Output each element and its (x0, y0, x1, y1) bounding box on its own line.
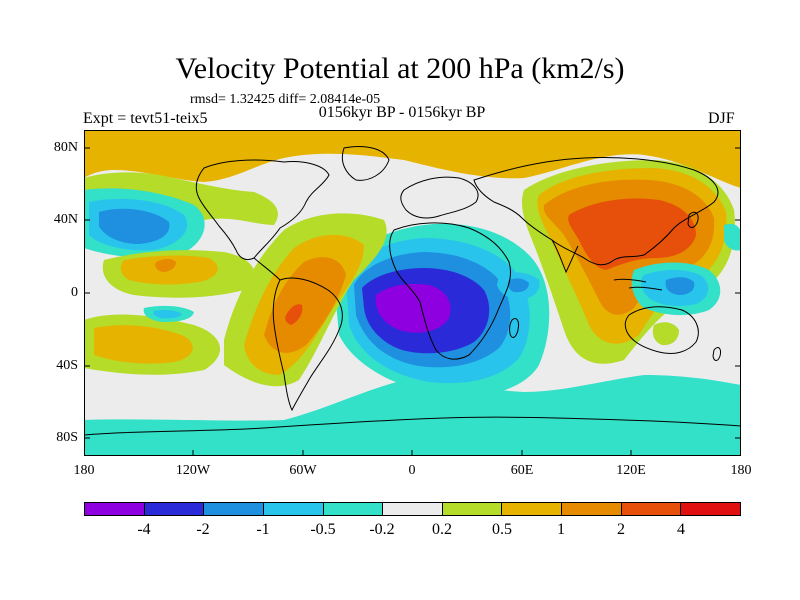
coast-europe (400, 176, 479, 219)
y-tick-40n: 40N (53, 212, 78, 227)
x-tick-180e: 180 (730, 463, 752, 478)
plot-title: Velocity Potential at 200 hPa (km2/s) (175, 52, 625, 85)
experiment-label: Expt = tevt51-teix5 (83, 110, 208, 127)
colorbar-swatch (442, 503, 503, 515)
map-panel (84, 130, 741, 456)
y-tick-80n: 80N (53, 140, 78, 155)
coast-greenland (341, 146, 390, 181)
colorbar-swatch (204, 503, 264, 515)
stats-text: rmsd= 1.32425 diff= 2.08414e-05 (190, 92, 381, 107)
colorbar-swatch (681, 503, 741, 515)
colorbar-label: 4 (677, 521, 685, 538)
contour-sam-red (285, 304, 303, 325)
colorbar-label: -0.5 (310, 521, 336, 538)
coast-africa (389, 222, 512, 360)
colorbar-label: 1 (557, 521, 565, 538)
colorbar-swatch (621, 503, 682, 515)
x-tick-120e: 120E (616, 463, 646, 478)
colorbar-swatch (85, 503, 145, 515)
x-tick-180w: 180 (73, 463, 95, 478)
map-ticks (84, 147, 741, 456)
colorbar-label: -4 (137, 521, 151, 538)
colorbar-label: 0.2 (432, 521, 452, 538)
y-tick-40s: 40S (56, 358, 78, 373)
contour-south-polar (84, 375, 741, 456)
coast-indonesia (613, 278, 663, 291)
contour-north-polar (84, 130, 741, 188)
coast-north-america (195, 159, 330, 261)
colorbar (84, 502, 741, 516)
colorbar-label: -2 (196, 521, 210, 538)
contour-spac-orange (94, 325, 193, 364)
colorbar-swatch (323, 503, 384, 515)
contour-right-edge-cyan (724, 224, 741, 251)
x-tick-120w: 120W (175, 463, 211, 478)
colorbar-swatch (383, 503, 443, 515)
contour-npac-dark (155, 259, 176, 272)
colorbar-label: 2 (617, 521, 625, 538)
colorbar-label: 0.5 (492, 521, 512, 538)
coast-new-zealand (712, 347, 721, 361)
coast-central-america (253, 257, 281, 281)
contour-wpac-blue (665, 277, 695, 295)
colorbar-swatch (562, 503, 622, 515)
contour-sam-orange2 (264, 257, 346, 353)
contour-atlantic-purple (375, 283, 451, 333)
contour-spac-left-blue (153, 310, 182, 319)
season-label: DJF (708, 110, 735, 127)
period-label: 0156kyr BP - 0156kyr BP (318, 104, 486, 121)
colorbar-label: -0.2 (369, 521, 395, 538)
colorbar-label: -1 (256, 521, 270, 538)
contour-aus-yellow (652, 322, 679, 346)
coast-asia (473, 157, 719, 266)
coastlines (84, 146, 741, 436)
contour-indian-blue (507, 278, 529, 293)
coast-india (551, 239, 579, 274)
y-tick-80s: 80S (56, 430, 78, 445)
velocity-potential-map (84, 130, 741, 456)
coast-madagascar (509, 317, 519, 338)
colorbar-swatch (144, 503, 205, 515)
coast-antarctica (84, 416, 741, 436)
x-tick-60e: 60E (510, 463, 534, 478)
coast-australia (624, 306, 699, 355)
contour-asia-red (568, 198, 696, 270)
colorbar-swatch (263, 503, 324, 515)
contour-pacific-blue (99, 208, 170, 244)
y-tick-0: 0 (71, 285, 78, 300)
coast-japan (687, 211, 699, 228)
coast-south-america (272, 277, 343, 412)
x-tick-60w: 60W (289, 463, 317, 478)
colorbar-swatch (502, 503, 563, 515)
x-tick-0: 0 (408, 463, 416, 478)
